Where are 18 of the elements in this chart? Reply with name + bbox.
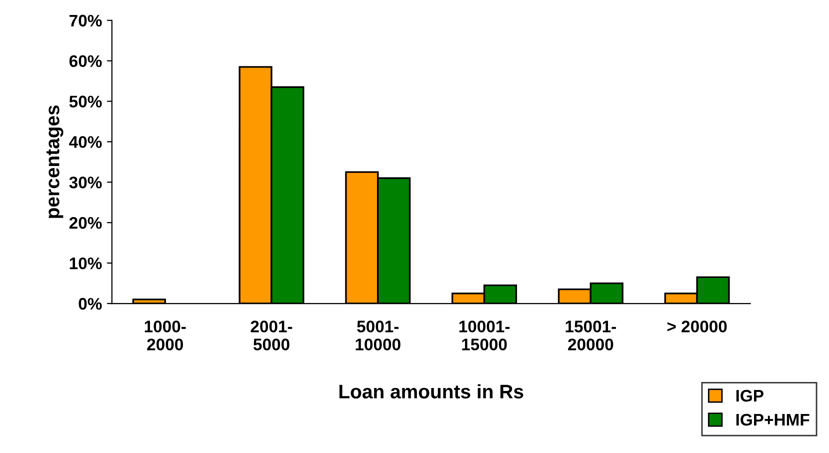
y-tick-label: 50% [69,96,102,108]
y-tick-label: 60% [69,55,102,68]
x-tick-label: 15001- 20000 [566,320,616,350]
y-tick-label: 20% [69,217,102,229]
x-tick-label: 10001- 15000 [459,320,510,350]
x-tick-label: 5001- 10000 [356,320,400,350]
y-axis-title: percentages [46,105,64,218]
y-tick-label: 70% [70,14,102,27]
x-tick-label: 2001- 5000 [250,320,292,350]
y-tick-label: 10% [70,257,102,270]
x-tick-label: 1000- 2000 [144,320,186,350]
y-tick-label: 30% [69,176,102,188]
x-tick-label: > 20000 [667,320,727,332]
legend-label: IGP [736,390,764,402]
legend-label: IGP+HMF [736,414,810,426]
y-tick-label: 40% [69,136,102,148]
y-tick-label: 0% [78,298,102,310]
x-axis-title: Loan amounts in Rs [339,384,524,399]
